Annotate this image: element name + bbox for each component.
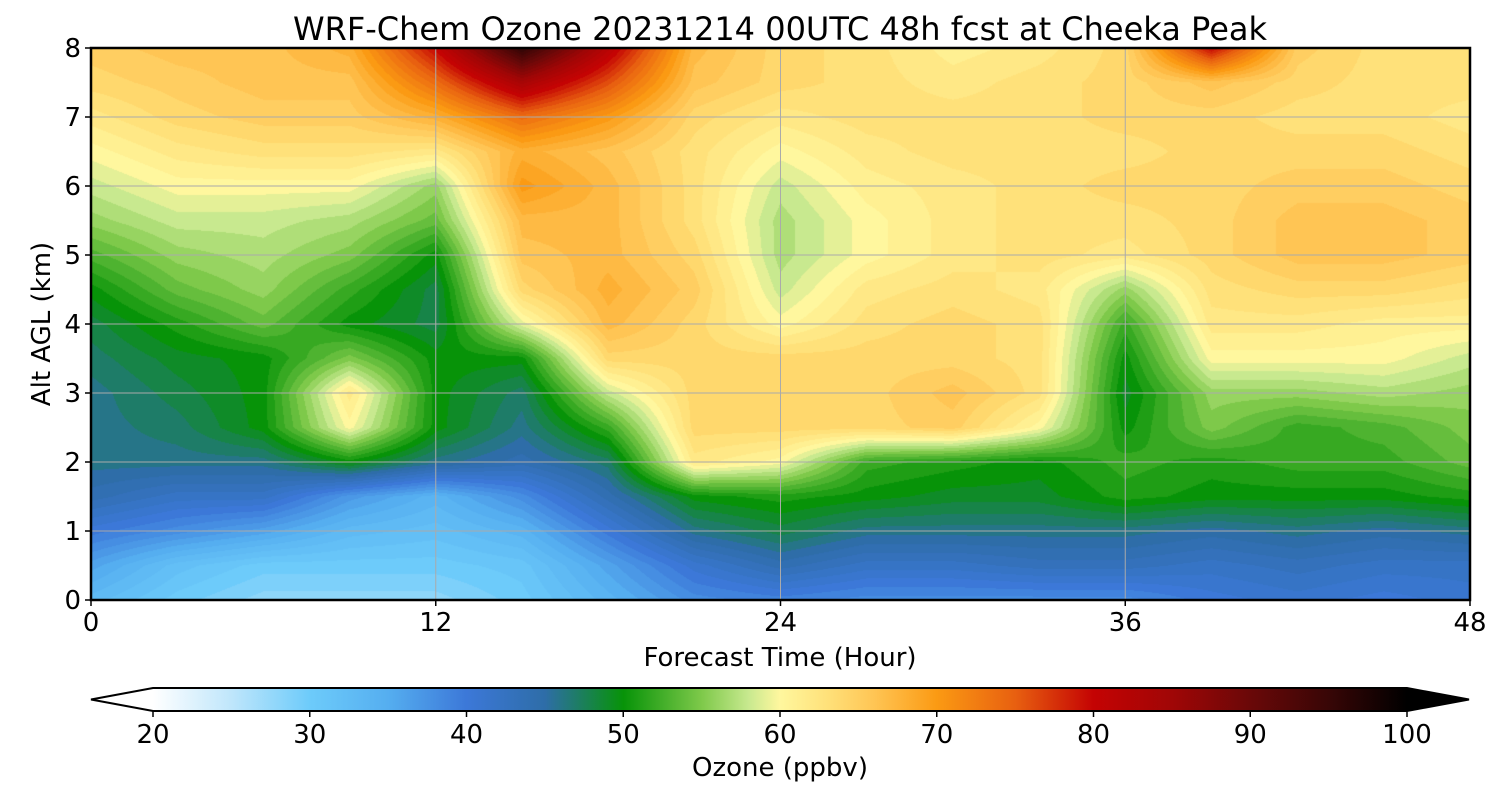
y-tick-label: 1 — [64, 517, 81, 547]
colorbar-tick-label: 30 — [293, 720, 326, 750]
y-tick-label: 5 — [64, 241, 81, 271]
colorbar-tick-label: 80 — [1077, 720, 1110, 750]
colorbar-tick-label: 90 — [1234, 720, 1267, 750]
colorbar-tick-label: 20 — [136, 720, 169, 750]
y-tick-label: 6 — [64, 172, 81, 202]
colorbar-tick-label: 100 — [1382, 720, 1432, 750]
x-tick-label: 48 — [1453, 608, 1486, 638]
colorbar-tick-label: 50 — [607, 720, 640, 750]
colorbar-extend-low — [91, 688, 153, 711]
y-tick-label: 3 — [64, 379, 81, 409]
y-tick-label: 7 — [64, 103, 81, 133]
chart-title: WRF-Chem Ozone 20231214 00UTC 48h fcst a… — [293, 10, 1268, 48]
colorbar-gradient — [153, 688, 1407, 711]
colorbar-label: Ozone (ppbv) — [692, 753, 868, 783]
y-tick-label: 8 — [64, 34, 81, 64]
x-tick-label: 12 — [419, 608, 452, 638]
y-axis-label: Alt AGL (km) — [27, 242, 57, 406]
x-axis: 0 12 24 36 48 — [83, 600, 1487, 638]
colorbar-tick-label: 60 — [763, 720, 796, 750]
y-tick-label: 4 — [64, 310, 81, 340]
colorbar-tick-label: 40 — [450, 720, 483, 750]
x-tick-label: 36 — [1109, 608, 1142, 638]
y-axis: 0 1 2 3 4 5 6 7 8 — [64, 34, 91, 616]
colorbar-tick-label: 70 — [920, 720, 953, 750]
colorbar: 20 30 40 50 60 70 80 90 100 — [90, 687, 1470, 750]
y-tick-label: 0 — [64, 586, 81, 616]
x-axis-label: Forecast Time (Hour) — [643, 643, 916, 673]
x-tick-label: 24 — [764, 608, 797, 638]
colorbar-extend-high — [1407, 688, 1469, 711]
y-tick-label: 2 — [64, 448, 81, 478]
x-tick-label: 0 — [83, 608, 100, 638]
